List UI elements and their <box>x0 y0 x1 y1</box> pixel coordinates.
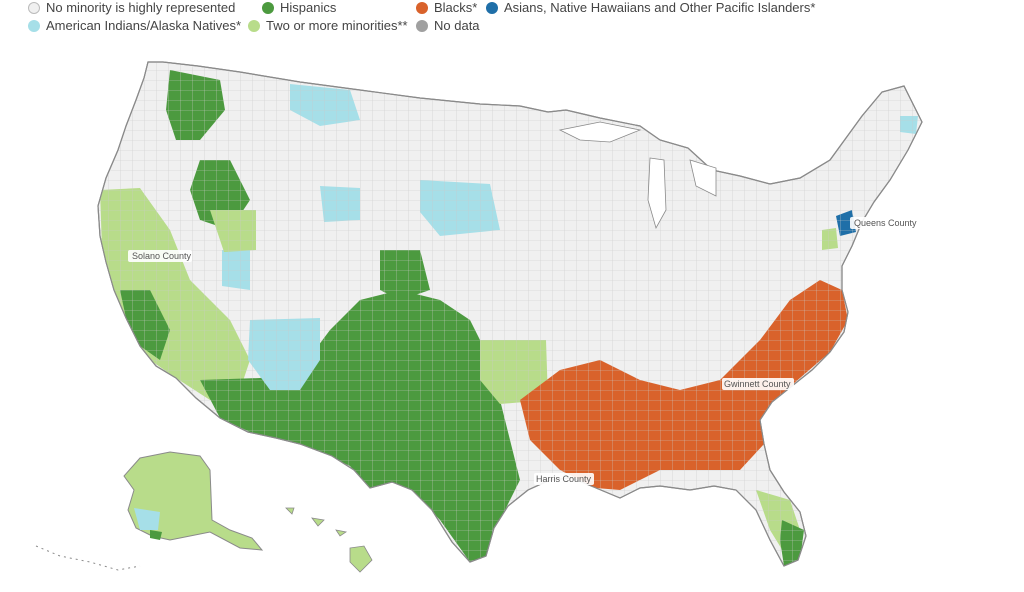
hawaii-island-3 <box>335 529 348 537</box>
legend-item-american-indians[interactable]: American Indians/Alaska Natives* <box>28 18 241 33</box>
legend-swatch-blacks <box>416 1 428 14</box>
county-grid <box>98 62 922 566</box>
legend-label-none: No minority is highly represented <box>46 0 236 15</box>
hawaii-island-2 <box>311 517 325 527</box>
alaska-hispanic-area <box>150 530 162 540</box>
legend-label-hispanics: Hispanics <box>280 0 337 15</box>
legend-swatch-no-data <box>416 19 428 32</box>
aleutian-islands <box>35 545 141 571</box>
legend-label-no-data: No data <box>434 18 480 33</box>
callout-gwinnett[interactable]: Gwinnett County <box>722 378 794 390</box>
alaska-aian-area <box>134 508 160 530</box>
legend-item-blacks[interactable]: Blacks* <box>416 0 477 15</box>
legend-swatch-two-or-more <box>248 19 260 32</box>
legend-label-two-or-more: Two or more minorities** <box>266 18 408 33</box>
label-gwinnett-county: Gwinnett County <box>724 379 791 389</box>
hawaii <box>285 507 373 573</box>
alaska-shape <box>123 451 264 551</box>
legend-item-two-or-more[interactable]: Two or more minorities** <box>248 18 408 33</box>
callout-queens[interactable]: Queens County <box>850 217 918 229</box>
county-callouts: Solano County Queens County Gwinnett Cou… <box>128 217 918 485</box>
legend-swatch-hispanics <box>262 1 274 14</box>
lake-huron <box>689 159 717 197</box>
lake-superior <box>558 121 642 143</box>
legend-swatch-none <box>28 1 40 14</box>
hawaii-island-big <box>349 545 373 573</box>
great-lakes <box>558 121 717 230</box>
legend-label-blacks: Blacks* <box>434 0 478 15</box>
legend-label-american-indians: American Indians/Alaska Natives* <box>46 18 242 33</box>
contiguous-us <box>97 61 923 567</box>
legend-swatch-asians <box>486 1 498 14</box>
alaska <box>35 451 264 571</box>
label-solano-county: Solano County <box>132 251 192 261</box>
legend-item-asians[interactable]: Asians, Native Hawaiians and Other Pacif… <box>486 0 815 15</box>
us-outline <box>97 61 923 567</box>
hawaii-island-1 <box>285 507 295 515</box>
legend-item-hispanics[interactable]: Hispanics <box>262 0 336 15</box>
label-harris-county: Harris County <box>536 474 592 484</box>
legend-item-no-data[interactable]: No data <box>416 18 480 33</box>
label-queens-county: Queens County <box>854 218 917 228</box>
legend-swatch-american-indians <box>28 19 40 32</box>
legend-item-none[interactable]: No minority is highly represented <box>28 0 235 15</box>
legend: No minority is highly represented Hispan… <box>28 0 1018 40</box>
callout-solano[interactable]: Solano County <box>128 250 192 262</box>
legend-label-asians: Asians, Native Hawaiians and Other Pacif… <box>504 0 816 15</box>
lake-michigan <box>647 157 667 230</box>
callout-harris[interactable]: Harris County <box>534 473 594 485</box>
